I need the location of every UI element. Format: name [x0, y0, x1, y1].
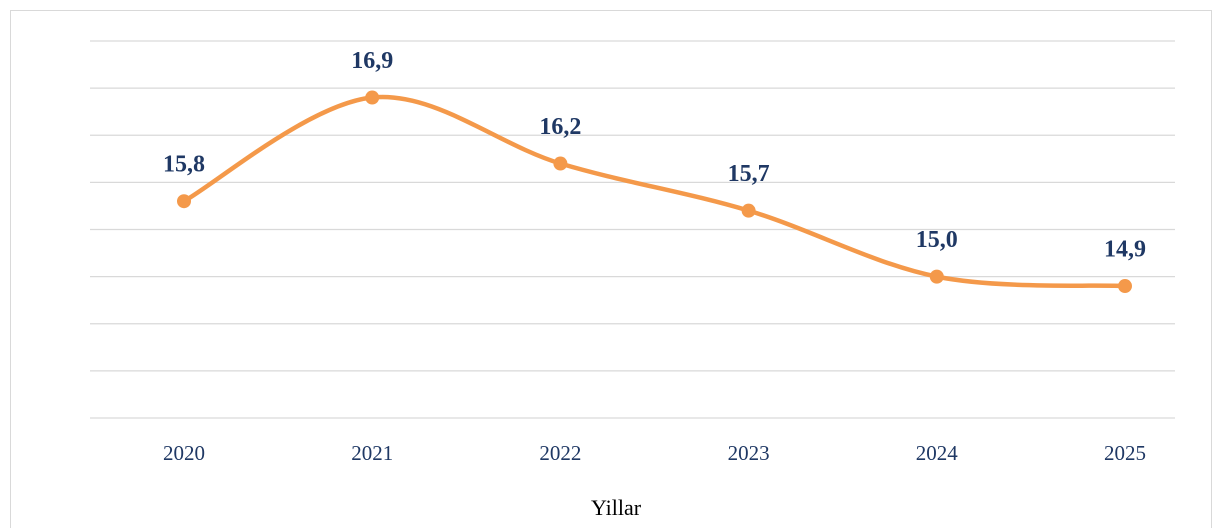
x-tick-label: 2024 — [916, 441, 959, 465]
point — [365, 90, 380, 105]
point — [177, 194, 191, 209]
x-tick-label: 2021 — [351, 441, 393, 465]
point — [741, 203, 756, 218]
x-tick-label: 2025 — [1104, 441, 1146, 465]
data-label: 15,7 — [728, 161, 770, 187]
x-tick-label: 2020 — [163, 441, 205, 465]
x-axis-title: Yillar — [591, 495, 642, 520]
data-label: 16,9 — [351, 48, 393, 74]
data-label: 14,9 — [1104, 237, 1146, 263]
x-tick-label: 2023 — [728, 441, 770, 465]
data-label: 15,8 — [163, 152, 205, 178]
data-label: 16,2 — [539, 114, 581, 140]
chart-frame — [10, 10, 1212, 528]
line — [181, 94, 1128, 289]
point — [553, 156, 568, 171]
point — [929, 269, 944, 284]
data-label: 15,0 — [916, 227, 958, 253]
x-tick-label: 2022 — [539, 441, 581, 465]
point — [1118, 279, 1132, 294]
